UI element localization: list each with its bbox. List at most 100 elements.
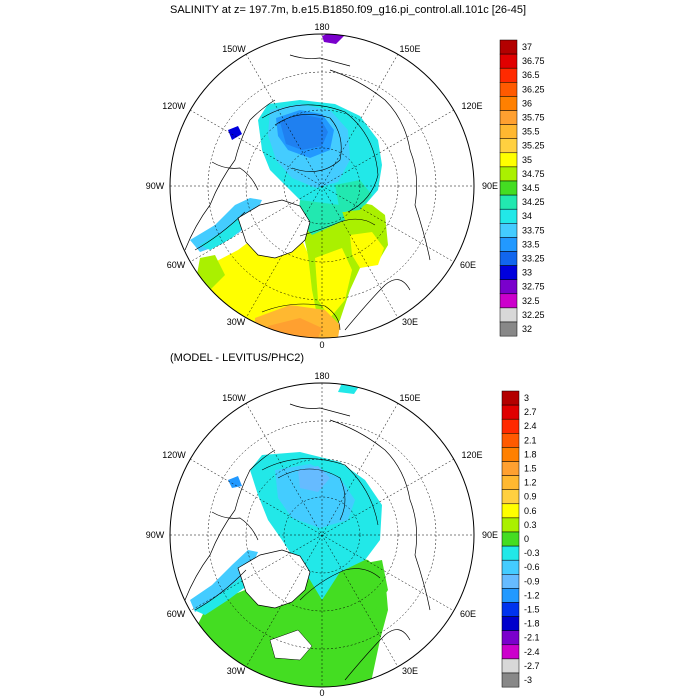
colorbar-box xyxy=(499,208,518,224)
colorbar-label: 0.9 xyxy=(524,492,537,502)
colorbar-box xyxy=(499,152,518,168)
colorbar-box xyxy=(501,404,520,420)
colorbar-label: 1.2 xyxy=(524,478,537,488)
lon-label-90w: 90W xyxy=(146,530,165,540)
lon-label-180: 180 xyxy=(314,22,329,32)
lon-label-60e: 60E xyxy=(460,260,476,270)
colorbar-label: 32.5 xyxy=(522,296,540,306)
colorbar-box xyxy=(501,531,520,547)
colorbar-label: -2.7 xyxy=(524,661,540,671)
lon-label-30e: 30E xyxy=(402,666,418,676)
lon-label-90e: 90E xyxy=(482,530,498,540)
colorbar-label: 34 xyxy=(522,211,532,221)
colorbar-box xyxy=(501,574,520,589)
colorbar-box xyxy=(501,503,520,519)
colorbar-label: 2.7 xyxy=(524,407,537,417)
colorbar-label: 32.75 xyxy=(522,282,545,292)
colorbar-label: 1.8 xyxy=(524,449,537,459)
colorbar-box xyxy=(499,67,518,83)
lon-label-150w: 150W xyxy=(222,393,246,403)
lon-label-30w: 30W xyxy=(227,666,246,676)
colorbar-box xyxy=(499,53,518,69)
colorbar-label: 2.4 xyxy=(524,421,537,431)
colorbar-label: 34.25 xyxy=(522,197,545,207)
lon-label-180: 180 xyxy=(314,371,329,381)
colorbar-box xyxy=(499,251,518,266)
colorbar-box xyxy=(499,293,518,309)
colorbar-box xyxy=(499,124,518,139)
colorbar-salinity: 37 36.75 36.5 36.25 36 35.75 35.5 35.25 35 34.75 3… xyxy=(499,39,545,337)
colorbar-box xyxy=(499,110,518,125)
lon-label-150w: 150W xyxy=(222,44,246,54)
colorbar-label: 36.25 xyxy=(522,84,545,94)
colorbar-label: 36 xyxy=(522,98,532,108)
colorbar-label: -1.8 xyxy=(524,619,540,629)
lon-label-90w: 90W xyxy=(146,181,165,191)
colorbar-box xyxy=(501,644,520,660)
colorbar-box xyxy=(499,223,518,238)
colorbar-label: 33 xyxy=(522,268,532,278)
lon-label-60w: 60W xyxy=(167,260,186,270)
colorbar-box xyxy=(501,559,520,575)
panel-title-difference: (MODEL - LEVITUS/PHC2) xyxy=(170,352,305,364)
lon-label-30w: 30W xyxy=(227,317,246,327)
colorbar-box xyxy=(501,433,520,448)
colorbar-box xyxy=(501,672,520,688)
colorbar-box xyxy=(501,461,520,476)
colorbar-label: 35.75 xyxy=(522,113,545,123)
colorbar-box xyxy=(501,658,520,674)
colorbar-box xyxy=(501,630,520,646)
panel-title-salinity: SALINITY at z= 197.7m, b.e15.B1850.f09_g… xyxy=(170,4,527,16)
colorbar-label: 33.25 xyxy=(522,254,545,264)
colorbar-box xyxy=(501,418,520,434)
colorbar-box xyxy=(501,517,520,533)
colorbar-label: 1.5 xyxy=(524,464,537,474)
lon-label-150e: 150E xyxy=(399,44,420,54)
colorbar-label: -0.6 xyxy=(524,562,540,572)
colorbar-box xyxy=(501,602,520,617)
colorbar-label: 34.75 xyxy=(522,169,545,179)
colorbar-label: -2.1 xyxy=(524,633,540,643)
colorbar-label: 37 xyxy=(522,42,532,52)
colorbar-label: 32 xyxy=(522,324,532,334)
colorbar-box xyxy=(499,265,518,280)
colorbar-label: 36.75 xyxy=(522,56,545,66)
colorbar-label: 35.25 xyxy=(522,141,545,151)
polar-map-salinity: 180 150W 150E 120W 120E 90W 90E 60W 60E … xyxy=(146,22,498,350)
lon-label-60e: 60E xyxy=(460,609,476,619)
colorbar-box xyxy=(499,237,518,252)
lon-label-90e: 90E xyxy=(482,181,498,191)
colorbar-label: 0.6 xyxy=(524,506,537,516)
polar-map-difference: 180 150W 150E 120W 120E 90W 90E 60W 60E … xyxy=(146,371,498,698)
colorbar-label: 35 xyxy=(522,155,532,165)
colorbar-box xyxy=(501,489,520,505)
colorbar-label: 32.25 xyxy=(522,310,545,320)
colorbar-label: 34.5 xyxy=(522,183,540,193)
colorbar-box xyxy=(499,39,518,55)
colorbar-box xyxy=(501,588,520,603)
colorbar-label: -3 xyxy=(524,675,532,685)
colorbar-label: -1.5 xyxy=(524,605,540,615)
colorbar-box xyxy=(501,390,520,406)
colorbar-label: 3 xyxy=(524,393,529,403)
colorbar-label: 2.1 xyxy=(524,435,537,445)
lon-label-30e: 30E xyxy=(402,317,418,327)
lon-label-0: 0 xyxy=(319,340,324,350)
colorbar-box xyxy=(499,321,518,337)
colorbar-box xyxy=(499,96,518,111)
colorbar-box xyxy=(499,166,518,182)
colorbar-label: -1.2 xyxy=(524,590,540,600)
colorbar-box xyxy=(501,616,520,631)
colorbar-label: 0 xyxy=(524,534,529,544)
colorbar-box xyxy=(501,447,520,462)
colorbar-label: 33.75 xyxy=(522,225,545,235)
lon-label-150e: 150E xyxy=(399,393,420,403)
lon-label-0: 0 xyxy=(319,688,324,698)
colorbar-label: -0.9 xyxy=(524,576,540,586)
colorbar-difference: 3 2.7 2.4 2.1 1.8 1.5 1.2 0.9 0.6 0.3 0 -0.3 -0.6 -0.… xyxy=(501,390,540,688)
lon-label-120w: 120W xyxy=(162,450,186,460)
colorbar-label: -0.3 xyxy=(524,548,540,558)
lon-label-60w: 60W xyxy=(167,609,186,619)
colorbar-box xyxy=(499,307,518,323)
